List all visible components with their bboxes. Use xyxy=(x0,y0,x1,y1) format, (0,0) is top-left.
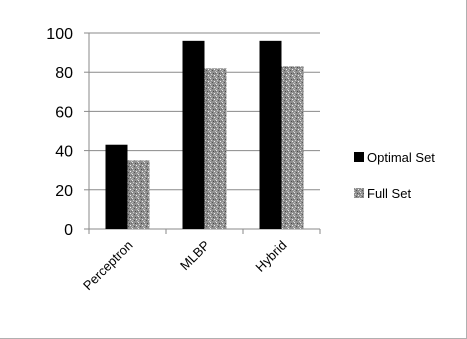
legend-swatch-full-set xyxy=(354,188,364,198)
bar-optimal-set-hybrid xyxy=(259,40,282,230)
x-category-label: Perceptron xyxy=(80,238,136,294)
y-tick-label: 20 xyxy=(55,183,73,200)
y-tick-label: 40 xyxy=(55,144,73,161)
legend: Optimal Set Full Set xyxy=(354,150,435,201)
bar-full-set-perceptron xyxy=(127,160,150,229)
y-tick-label: 0 xyxy=(64,222,73,239)
y-tick-label: 80 xyxy=(55,65,73,82)
bar-full-set-hybrid xyxy=(281,66,304,229)
labels: 0 20 40 60 80 100 Perceptron MLBP Hybrid xyxy=(46,26,289,293)
y-tick-label: 60 xyxy=(55,104,73,121)
x-category-label: Hybrid xyxy=(252,238,289,275)
legend-label-full-set: Full Set xyxy=(367,186,411,201)
legend-swatch-optimal-set xyxy=(354,152,364,162)
bars xyxy=(105,40,304,230)
legend-label-optimal-set: Optimal Set xyxy=(367,150,435,165)
bar-full-set-mlbp xyxy=(204,68,227,229)
x-category-label: MLBP xyxy=(177,238,213,274)
bar-optimal-set-perceptron xyxy=(105,144,128,229)
bar-optimal-set-mlbp xyxy=(182,40,205,230)
y-tick-label: 100 xyxy=(46,26,73,43)
